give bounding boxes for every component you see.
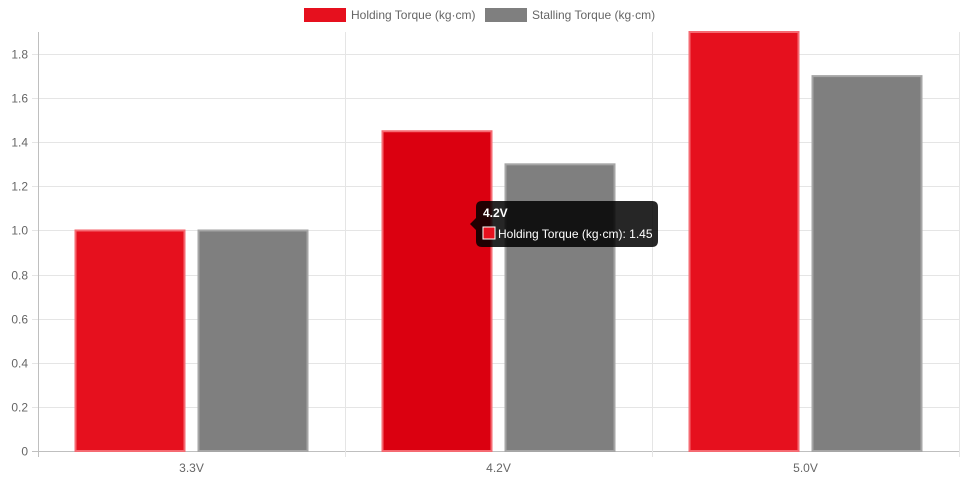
- y-tick-label: 0: [21, 445, 28, 459]
- bar-holding-torque[interactable]: [688, 31, 800, 452]
- x-tick-label: 4.2V: [486, 461, 511, 475]
- y-tick-label: 0.6: [11, 313, 28, 327]
- y-tick-label: 1.0: [11, 224, 28, 238]
- y-tick-label: 1.8: [11, 48, 28, 62]
- y-tick-label: 1.6: [11, 92, 28, 106]
- y-tick-label: 0.2: [11, 401, 28, 415]
- tooltip-box: [470, 201, 658, 247]
- legend-label-holding[interactable]: Holding Torque (kg·cm): [351, 8, 476, 22]
- x-tick-label: 5.0V: [793, 461, 818, 475]
- x-tick-label: 3.3V: [179, 461, 204, 475]
- tooltip-label: Holding Torque (kg·cm): 1.45: [498, 227, 653, 241]
- y-tick-label: 0.8: [11, 269, 28, 283]
- bar-stalling-torque[interactable]: [197, 229, 309, 452]
- tooltip-title: 4.2V: [483, 206, 508, 220]
- y-tick-label: 0.4: [11, 357, 28, 371]
- bar-stalling-torque[interactable]: [811, 75, 923, 453]
- legend-swatch-holding[interactable]: [304, 8, 346, 22]
- tooltip-swatch: [482, 226, 496, 240]
- bar-holding-torque[interactable]: [74, 229, 186, 452]
- legend: Holding Torque (kg·cm) Stalling Torque (…: [304, 8, 655, 22]
- tooltip: 4.2V Holding Torque (kg·cm): 1.45: [470, 201, 658, 247]
- y-axis: 0 0.2 0.4 0.6 0.8 1.0 1.2 1.4 1.6 1.8: [11, 48, 28, 459]
- x-axis: 3.3V 4.2V 5.0V: [179, 461, 818, 475]
- y-tick-label: 1.2: [11, 180, 28, 194]
- legend-label-stalling[interactable]: Stalling Torque (kg·cm): [532, 8, 655, 22]
- y-tick-label: 1.4: [11, 136, 28, 150]
- bar-holding-torque[interactable]: [381, 130, 493, 452]
- legend-swatch-stalling[interactable]: [485, 8, 527, 22]
